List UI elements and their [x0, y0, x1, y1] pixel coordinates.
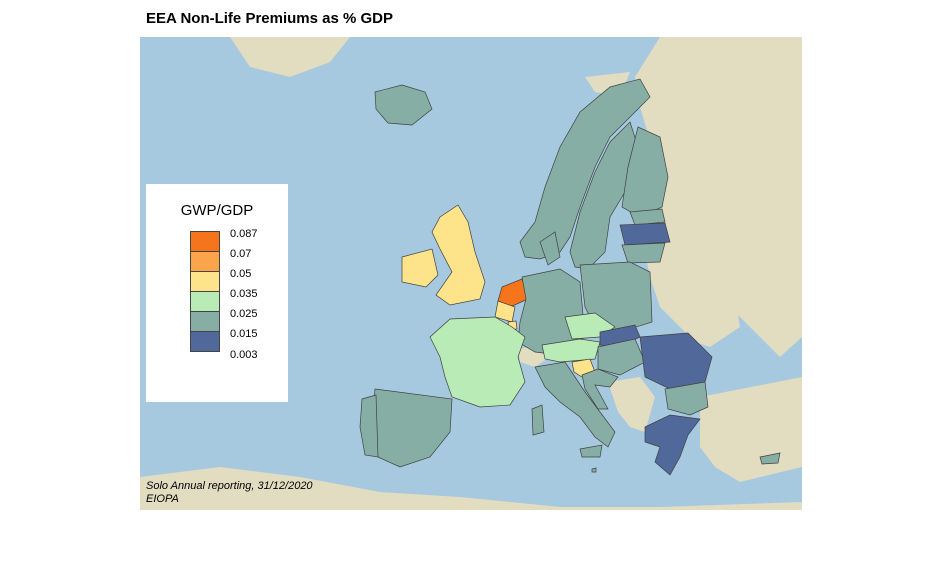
country-ireland[interactable] [401, 248, 439, 288]
country-estonia[interactable] [629, 208, 666, 226]
legend-swatch [190, 291, 220, 312]
country-spain[interactable] [371, 388, 453, 468]
legend-label: 0.003 [230, 349, 258, 361]
land-russia-east [635, 37, 802, 357]
country-bulgaria[interactable] [664, 381, 709, 416]
country-malta[interactable] [591, 467, 597, 473]
country-cyprus[interactable] [759, 452, 781, 465]
country-sardinia[interactable] [531, 404, 545, 436]
country-lithuania[interactable] [621, 242, 666, 264]
country-greece[interactable] [644, 414, 701, 476]
legend-swatch [190, 251, 220, 272]
legend-label: 0.015 [230, 328, 258, 340]
country-netherlands[interactable] [497, 278, 529, 308]
source-line-1: Solo Annual reporting, 31/12/2020 [146, 480, 313, 492]
source-note: Solo Annual reporting, 31/12/2020 EIOPA [146, 480, 313, 506]
choropleth-map[interactable] [140, 37, 802, 510]
legend-label: 0.05 [230, 268, 252, 280]
legend-label: 0.087 [230, 228, 258, 240]
legend-label: 0.07 [230, 248, 252, 260]
legend-swatch [190, 331, 220, 352]
legend: GWP/GDP 0.087 0.07 0.05 0.035 0.025 0.01… [146, 184, 288, 402]
country-sicily[interactable] [579, 444, 603, 458]
country-croatia[interactable] [581, 368, 619, 410]
map-title: EEA Non-Life Premiums as % GDP [146, 10, 394, 27]
source-line-2: EIOPA [146, 493, 179, 505]
map-svg [140, 37, 802, 510]
country-austria[interactable] [541, 338, 601, 363]
country-latvia[interactable] [619, 222, 671, 246]
country-france[interactable] [429, 316, 526, 408]
land-africa [140, 467, 802, 510]
legend-swatch [190, 271, 220, 292]
country-hungary[interactable] [597, 338, 646, 376]
legend-label: 0.025 [230, 308, 258, 320]
land-greenland [230, 37, 350, 77]
country-iceland[interactable] [374, 84, 433, 126]
legend-title: GWP/GDP [180, 202, 254, 219]
land-balkans-west [608, 377, 655, 432]
country-portugal[interactable] [359, 394, 379, 458]
country-italy[interactable] [534, 361, 616, 448]
legend-swatch [190, 231, 220, 252]
country-denmark[interactable] [539, 231, 561, 266]
legend-label: 0.035 [230, 288, 258, 300]
land-turkey [700, 377, 802, 482]
legend-swatch [190, 311, 220, 332]
eea-countries [359, 78, 781, 476]
country-uk[interactable] [431, 204, 486, 306]
